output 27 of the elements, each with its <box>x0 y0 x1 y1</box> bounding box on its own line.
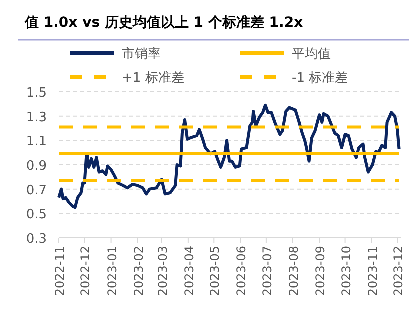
x-tick-label: 2022-11 <box>53 246 67 296</box>
x-tick-label: 2023-02 <box>132 246 146 296</box>
x-tick-label: 2023-08 <box>287 246 301 296</box>
chart-title: 值 1.0x vs 历史均值以上 1 个标准差 1.2x <box>24 15 304 31</box>
y-tick-label: 0.3 <box>26 232 47 247</box>
line-series <box>58 104 401 210</box>
legend-label: +1 标准差 <box>122 71 184 86</box>
x-tick-label: 2023-05 <box>208 246 222 296</box>
x-tick-label: 2023-07 <box>260 246 274 296</box>
x-tick-label: 2023-10 <box>339 246 354 296</box>
y-tick-label: 0.5 <box>26 208 47 223</box>
x-tick-label: 2023-03 <box>156 246 170 296</box>
y-tick-label: 1.1 <box>26 134 47 150</box>
x-tick-label: 2023-04 <box>182 246 196 296</box>
y-tick-label: 1.5 <box>26 86 47 101</box>
x-tick-label: 2023-09 <box>314 246 328 296</box>
x-tick-label: 2023-06 <box>234 246 249 296</box>
y-tick-label: 0.7 <box>26 183 47 198</box>
y-tick-label: 1.3 <box>26 110 47 126</box>
x-tick-label: 2023-12 <box>392 246 406 296</box>
legend-label: -1 标准差 <box>292 71 348 86</box>
legend-label: 平均值 <box>292 47 331 62</box>
y-tick-label: 0.9 <box>26 159 47 174</box>
x-tick-label: 2022-12 <box>78 246 93 296</box>
legend-label: 市销率 <box>122 46 161 62</box>
x-tick-label: 2023-11 <box>366 246 380 296</box>
x-tick-label: 2023-01 <box>105 246 120 296</box>
